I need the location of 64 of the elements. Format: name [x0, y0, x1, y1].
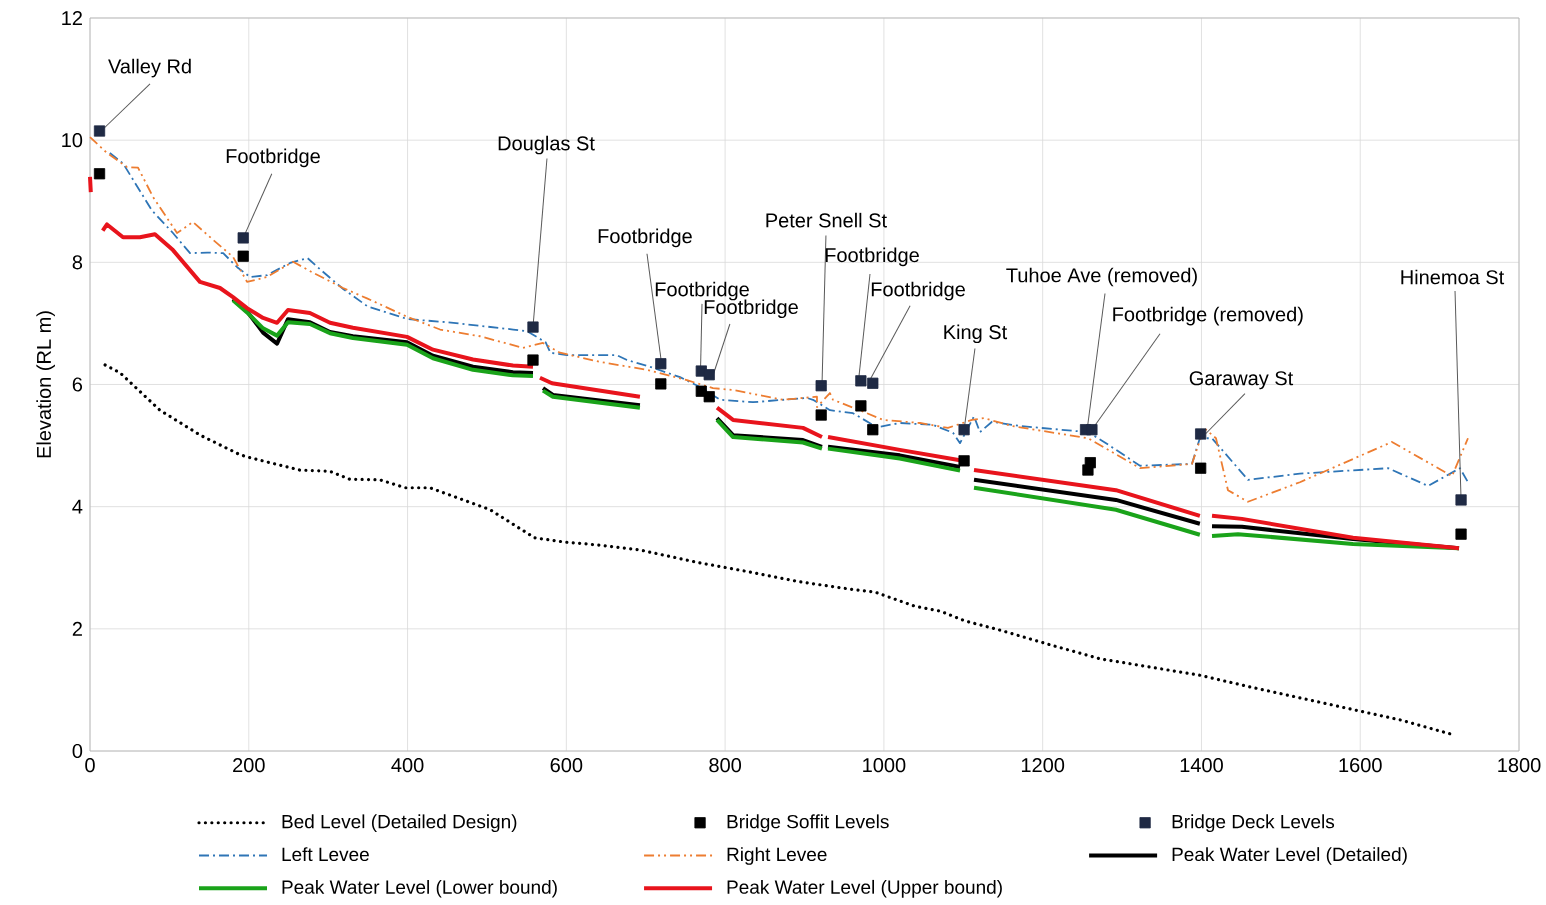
point — [703, 369, 715, 381]
y-axis-title: Elevation (RL m) — [36, 311, 55, 458]
legend-label: Right Levee — [727, 847, 827, 865]
y-tick-label: 8 — [72, 255, 83, 270]
annotation: Peter Snell St — [766, 212, 887, 228]
legend-label: Peak Water Level (Detailed) — [1172, 847, 1407, 865]
point — [1086, 424, 1098, 436]
annotation: Footbridge — [704, 299, 798, 319]
point — [93, 125, 106, 137]
point — [655, 358, 667, 370]
point — [1195, 428, 1207, 440]
y-tick-label: 6 — [72, 377, 83, 392]
legend-label: Bridge Deck Levels — [1172, 814, 1335, 833]
point — [527, 354, 539, 366]
y-tick-label: 10 — [62, 133, 83, 148]
point — [655, 378, 667, 390]
point — [1195, 462, 1207, 474]
y-tick-label: 4 — [72, 499, 83, 514]
annotation: Tuhoe Ave (removed) — [1006, 267, 1197, 287]
annotation: King St — [944, 324, 1008, 344]
y-tick-label: 0 — [72, 743, 83, 759]
point — [527, 321, 539, 333]
point — [867, 377, 879, 389]
point — [237, 232, 249, 244]
x-tick-label: 200 — [233, 758, 265, 773]
annotation: Douglas St — [498, 135, 595, 155]
legend-label: Peak Water Level (Lower bound) — [282, 879, 557, 898]
point — [1084, 457, 1096, 469]
annotation: Footbridge (removed) — [1113, 306, 1303, 326]
point — [855, 400, 867, 412]
annotation: Valley Rd — [108, 58, 191, 78]
point — [703, 391, 715, 403]
x-tick-label: 1400 — [1180, 758, 1223, 773]
point — [1455, 528, 1467, 540]
x-tick-label: 1000 — [863, 758, 906, 773]
x-tick-label: 1600 — [1339, 758, 1382, 773]
annotation: Hinemoa St — [1401, 269, 1505, 285]
annotation: Footbridge — [871, 281, 965, 301]
y-tick-label: 12 — [62, 11, 82, 25]
point — [815, 380, 827, 392]
x-tick-label: 600 — [550, 758, 583, 773]
point — [867, 424, 879, 436]
point — [958, 455, 970, 467]
x-tick-label: 0 — [85, 758, 95, 773]
x-tick-label: 400 — [391, 758, 424, 773]
annotation: Footbridge — [226, 148, 320, 168]
y-tick-label: 2 — [72, 621, 82, 636]
x-tick-label: 1800 — [1498, 758, 1541, 773]
point — [958, 424, 970, 436]
legend-label: Bridge Soffit Levels — [727, 814, 889, 833]
point — [1455, 494, 1467, 506]
annotation: Garaway St — [1189, 371, 1294, 390]
legend-label: Bed Level (Detailed Design) — [282, 814, 517, 833]
legend-label: Peak Water Level (Upper bound) — [727, 879, 1002, 898]
x-tick-label: 800 — [709, 758, 742, 773]
annotation: Footbridge — [655, 281, 749, 301]
x-tick-label: 1200 — [1021, 758, 1065, 773]
point — [237, 250, 249, 262]
legend-label: Left Levee — [282, 847, 369, 862]
point — [855, 375, 867, 387]
point — [93, 168, 106, 180]
point — [815, 409, 827, 421]
annotation: Footbridge — [825, 247, 919, 267]
annotation: Footbridge — [598, 228, 692, 248]
